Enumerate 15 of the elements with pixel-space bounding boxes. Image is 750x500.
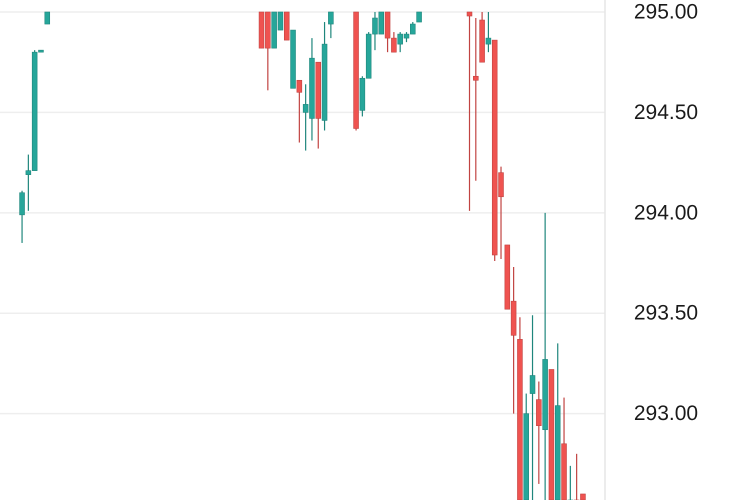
y-tick-label: 294.50 bbox=[634, 100, 698, 124]
y-tick-label: 294.00 bbox=[634, 201, 698, 224]
candlestick bbox=[19, 190, 25, 244]
candlestick bbox=[44, 11, 50, 25]
candlestick bbox=[486, 11, 492, 53]
y-tick-label: 293.50 bbox=[634, 302, 698, 325]
candlestick bbox=[416, 12, 422, 22]
candlestick bbox=[466, 11, 472, 212]
candlestick bbox=[328, 11, 334, 39]
candlestick bbox=[296, 80, 302, 144]
y-tick-label: 295.00 bbox=[634, 0, 698, 24]
candlestick bbox=[568, 465, 574, 500]
candlestick bbox=[530, 314, 536, 500]
candlestick bbox=[473, 17, 479, 182]
y-tick-label: 293.00 bbox=[634, 402, 698, 426]
